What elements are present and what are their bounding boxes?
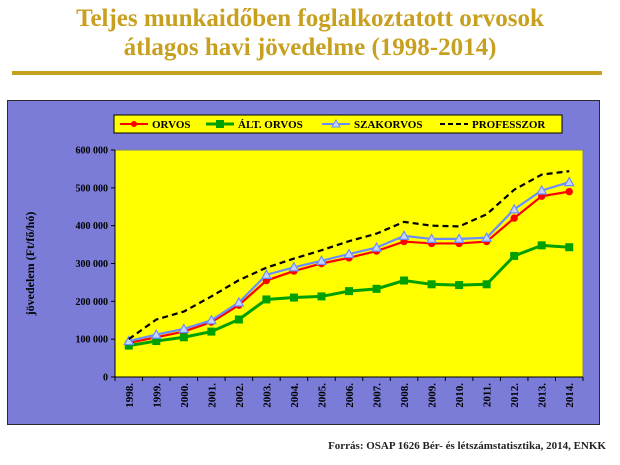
data-point xyxy=(537,241,546,250)
data-point xyxy=(234,315,243,324)
slide-title-line2: átlagos havi jövedelme (1998-2014) xyxy=(123,34,497,61)
legend-marker xyxy=(216,120,224,128)
data-point xyxy=(288,261,300,272)
plot-area xyxy=(114,149,584,378)
data-point xyxy=(345,287,353,296)
y-tick-label: 600 000 xyxy=(76,146,109,157)
y-tick-label: 400 000 xyxy=(76,221,109,232)
x-tick-label: 2010. xyxy=(454,383,466,408)
data-point xyxy=(233,296,245,307)
data-point xyxy=(205,314,217,325)
slide-title: Teljes munkaidőben foglalkoztatott orvos… xyxy=(0,4,620,62)
data-point xyxy=(426,233,438,244)
data-point xyxy=(563,176,575,187)
title-underline xyxy=(12,71,602,75)
data-point xyxy=(481,232,493,242)
data-point xyxy=(262,295,271,304)
y-tick-label: 0 xyxy=(103,373,108,384)
data-point xyxy=(289,293,298,302)
x-tick-label: 2002. xyxy=(234,383,246,408)
legend-label: ORVOS xyxy=(152,119,191,131)
data-point xyxy=(150,328,162,339)
y-tick-label: 500 000 xyxy=(76,183,109,194)
data-point xyxy=(260,269,272,279)
x-tick-label: 2004. xyxy=(289,383,301,408)
x-tick-label: 2005. xyxy=(316,383,328,408)
x-tick-label: 2007. xyxy=(372,383,384,408)
legend-marker xyxy=(331,118,341,128)
data-point xyxy=(427,280,436,289)
x-tick-label: 2013. xyxy=(537,383,549,408)
data-point xyxy=(207,327,216,336)
y-tick-label: 100 000 xyxy=(76,335,109,346)
legend-label: SZAKORVOS xyxy=(354,119,422,131)
line-chart: 0 100 000 200 000 300 000 400 000 500 000 600 … xyxy=(23,114,584,408)
data-point xyxy=(455,281,464,290)
x-tick-label: 2011. xyxy=(482,383,494,407)
legend-label: PROFESSZOR xyxy=(472,119,546,131)
series-line-3 xyxy=(128,170,570,341)
y-tick-label: 200 000 xyxy=(76,297,109,308)
y-axis-title: jövedelem (Ft/fő/hó) xyxy=(23,212,37,317)
data-point xyxy=(510,214,518,222)
x-tick-label: 2014. xyxy=(564,383,576,408)
y-tick-label: 300 000 xyxy=(76,259,109,270)
legend-label: ÁLT. ORVOS xyxy=(238,119,303,131)
data-point xyxy=(124,341,133,350)
data-point xyxy=(565,243,574,252)
data-point xyxy=(315,255,327,265)
slide-title-line1: Teljes munkaidőben foglalkoztatott orvos… xyxy=(76,5,544,32)
source-note: Forrás: OSAP 1626 Bér- és létszámstatisz… xyxy=(328,440,606,452)
data-point xyxy=(508,203,520,214)
data-point xyxy=(536,184,548,195)
data-point xyxy=(400,276,409,285)
data-point xyxy=(178,323,190,334)
data-point xyxy=(343,248,355,259)
x-tick-label: 2003. xyxy=(261,383,273,408)
data-point xyxy=(453,233,465,244)
chart-frame: 0 100 000 200 000 300 000 400 000 500 000 600 … xyxy=(7,100,600,425)
data-point xyxy=(510,251,519,260)
data-point xyxy=(371,241,383,252)
x-tick-label: 2008. xyxy=(399,383,411,408)
data-point xyxy=(565,187,573,196)
x-tick-label: 2001. xyxy=(206,383,218,408)
data-point xyxy=(152,337,161,346)
legend-marker xyxy=(131,121,137,127)
x-tick-label: 2006. xyxy=(344,383,356,408)
data-point xyxy=(398,230,410,240)
x-tick-label: 2012. xyxy=(509,383,521,408)
x-tick-label: 1998. xyxy=(124,383,136,408)
data-point xyxy=(317,292,326,301)
x-tick-label: 2009. xyxy=(427,383,439,408)
data-point xyxy=(372,284,381,293)
data-point xyxy=(123,335,135,346)
data-point xyxy=(482,280,491,289)
x-tick-label: 2000. xyxy=(179,383,191,408)
x-tick-label: 1999. xyxy=(151,383,163,408)
data-point xyxy=(179,333,188,342)
